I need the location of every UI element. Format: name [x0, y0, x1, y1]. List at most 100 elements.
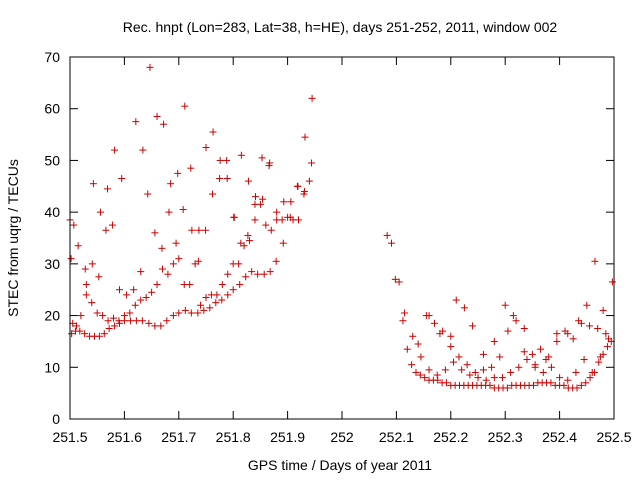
data-point — [194, 309, 202, 317]
data-point — [471, 368, 479, 376]
data-point — [267, 226, 275, 234]
data-point — [414, 340, 422, 348]
data-point — [130, 286, 138, 294]
x-tick-label: 251.7 — [161, 429, 196, 445]
data-point — [144, 190, 152, 198]
data-point — [529, 381, 537, 389]
data-point — [401, 309, 409, 317]
data-point — [591, 257, 599, 265]
data-point — [280, 198, 288, 206]
data-point — [520, 325, 528, 332]
data-point — [509, 312, 517, 320]
data-point — [572, 368, 580, 376]
data-point — [537, 345, 545, 353]
data-point — [111, 322, 119, 330]
data-point — [118, 175, 126, 183]
data-point — [582, 379, 590, 387]
x-tick-label: 251.6 — [107, 429, 142, 445]
data-point — [586, 322, 594, 330]
data-point — [93, 309, 101, 317]
x-tick-label: 252 — [330, 429, 354, 445]
data-point — [594, 325, 602, 332]
data-point — [188, 226, 196, 234]
data-point — [463, 361, 471, 369]
data-point — [95, 332, 103, 340]
data-point — [244, 231, 252, 239]
data-point — [450, 358, 458, 366]
data-point — [70, 221, 78, 229]
data-point — [137, 268, 145, 276]
data-point — [425, 366, 433, 374]
data-point — [138, 317, 146, 325]
data-point — [308, 94, 316, 102]
plot-frame — [69, 56, 615, 420]
data-point — [132, 118, 140, 126]
data-point — [556, 374, 564, 382]
data-point — [105, 325, 113, 332]
data-point — [77, 312, 85, 320]
data-point — [108, 221, 116, 229]
data-point — [209, 190, 217, 198]
data-point — [73, 322, 81, 330]
data-point — [157, 322, 165, 330]
data-point — [577, 381, 585, 389]
data-point — [573, 384, 581, 392]
data-point — [434, 376, 442, 384]
y-axis-label: STEC from uqrg / TECUs — [5, 159, 21, 317]
y-tick-label: 50 — [44, 152, 60, 168]
data-point — [223, 156, 231, 164]
data-point — [165, 208, 173, 216]
data-point — [482, 376, 490, 384]
x-tick-label: 252.3 — [488, 429, 523, 445]
data-point — [202, 293, 210, 301]
data-point — [96, 208, 104, 216]
data-point — [158, 265, 166, 273]
data-point — [237, 151, 245, 159]
data-point — [132, 317, 140, 325]
data-point — [116, 286, 124, 294]
data-point — [126, 317, 134, 325]
data-point — [223, 175, 231, 183]
data-point — [76, 327, 84, 335]
data-point — [153, 281, 161, 289]
data-point — [68, 330, 76, 338]
data-point — [547, 379, 555, 387]
y-tick-label: 10 — [44, 359, 60, 375]
data-point — [294, 216, 302, 224]
data-point — [441, 366, 449, 374]
data-point — [542, 356, 550, 364]
data-point — [421, 374, 429, 382]
data-point — [244, 177, 252, 185]
data-point — [206, 304, 214, 312]
x-tick-label: 252.1 — [379, 429, 414, 445]
y-axis-ticks: 0 10 20 30 40 50 60 70 — [44, 49, 614, 427]
data-point — [99, 312, 107, 320]
data-point — [235, 260, 243, 268]
data-point — [260, 270, 268, 278]
data-point — [200, 306, 208, 314]
data-point — [447, 332, 455, 340]
data-point — [388, 239, 396, 247]
data-point — [111, 146, 119, 154]
x-tick-label: 251.5 — [52, 429, 87, 445]
data-point — [507, 368, 515, 376]
data-point — [479, 366, 487, 374]
data-point — [273, 208, 281, 216]
data-point — [259, 195, 267, 203]
data-point — [599, 306, 607, 314]
data-point — [294, 182, 302, 190]
data-point — [583, 301, 591, 309]
data-point — [104, 317, 112, 325]
data-point — [202, 144, 210, 151]
data-point — [216, 175, 224, 183]
data-point — [197, 301, 205, 309]
data-point — [466, 371, 474, 379]
data-point — [501, 301, 509, 309]
data-point — [608, 278, 616, 286]
data-point — [146, 63, 154, 71]
data-point — [430, 319, 438, 327]
data-point — [416, 371, 424, 379]
data-point — [126, 309, 134, 317]
data-point — [560, 381, 568, 389]
x-tick-label: 252.5 — [596, 429, 631, 445]
